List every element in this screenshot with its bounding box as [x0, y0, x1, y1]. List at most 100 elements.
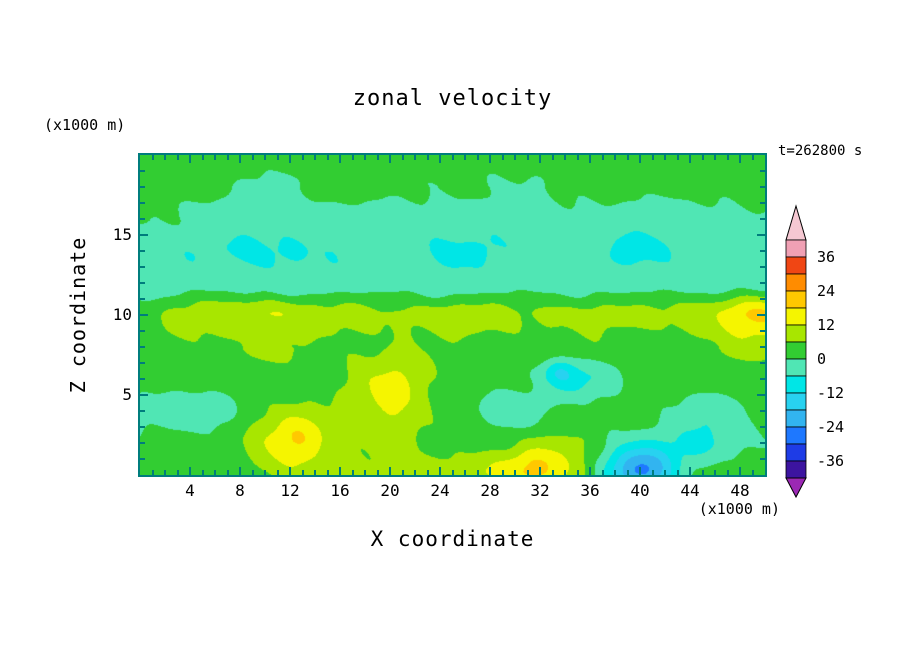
axis-tick [676, 470, 679, 475]
axis-tick [760, 410, 765, 412]
z-tick-label: 15 [112, 225, 132, 244]
axis-tick [364, 155, 366, 160]
axis-tick [651, 470, 654, 475]
axis-tick [239, 467, 241, 475]
axis-tick [526, 470, 529, 475]
axis-tick [314, 470, 316, 475]
axis-tick [614, 470, 616, 475]
colorbar-tick-label: 12 [817, 316, 836, 334]
axis-tick [760, 330, 765, 332]
axis-tick [140, 378, 145, 380]
axis-tick [151, 470, 154, 475]
axis-tick [714, 470, 716, 475]
axis-tick [239, 155, 241, 163]
axis-tick [301, 155, 304, 160]
axis-tick [760, 442, 765, 444]
axis-tick [501, 470, 504, 475]
axis-tick [140, 186, 145, 188]
axis-tick [326, 470, 329, 475]
axis-tick [760, 186, 765, 188]
axis-tick [760, 282, 765, 284]
axis-tick [389, 467, 391, 475]
axis-tick [726, 155, 729, 160]
axis-tick [140, 458, 145, 460]
x-tick-label: 24 [430, 481, 450, 500]
axis-tick [701, 155, 704, 160]
axis-tick [689, 155, 691, 163]
axis-tick [689, 467, 691, 475]
axis-tick [664, 470, 666, 475]
axis-tick [760, 202, 765, 204]
axis-tick [140, 282, 145, 284]
axis-tick [589, 155, 591, 163]
axis-tick [664, 155, 666, 160]
axis-tick [564, 155, 566, 160]
axis-tick [757, 314, 765, 316]
axis-tick [760, 298, 765, 300]
axis-tick [601, 155, 604, 160]
axis-tick [164, 155, 166, 160]
axis-tick [489, 467, 491, 475]
axis-tick [601, 470, 604, 475]
x-tick-label: 12 [280, 481, 300, 500]
x-tick-label: 16 [330, 481, 350, 500]
axis-tick [760, 170, 765, 172]
x-tick-label: 28 [480, 481, 500, 500]
axis-tick [214, 155, 216, 160]
axis-tick [264, 470, 266, 475]
axis-tick [140, 250, 145, 252]
axis-tick [739, 155, 741, 163]
x-tick-label: 48 [730, 481, 750, 500]
axis-tick [301, 470, 304, 475]
axis-tick [251, 470, 254, 475]
axis-tick [576, 155, 579, 160]
axis-tick [760, 346, 765, 348]
x-axis-unit-label: (x1000 m) [698, 500, 780, 518]
axis-tick [757, 394, 765, 396]
axis-tick [351, 155, 354, 160]
axis-tick [376, 470, 379, 475]
colorbar-tick-label: -12 [817, 384, 845, 402]
axis-tick [514, 470, 516, 475]
axis-tick [426, 470, 429, 475]
z-tick-label: 10 [112, 305, 132, 324]
colorbar-tick-label: -36 [817, 452, 845, 470]
axis-tick [351, 470, 354, 475]
axis-tick [614, 155, 616, 160]
axis-tick [264, 155, 266, 160]
x-tick-label: 8 [235, 481, 245, 500]
axis-tick [140, 170, 145, 172]
axis-tick [140, 298, 145, 300]
axis-tick [639, 467, 641, 475]
axis-tick [501, 155, 504, 160]
axis-tick [189, 155, 191, 163]
z-axis-unit-label: (x1000 m) [44, 116, 126, 134]
time-label: t=262800 s [778, 143, 863, 159]
axis-tick [251, 155, 254, 160]
axis-tick [276, 155, 279, 160]
axis-tick [539, 467, 541, 475]
axis-tick [451, 470, 454, 475]
axis-tick [276, 470, 279, 475]
axis-tick [176, 155, 179, 160]
x-tick-label: 32 [530, 481, 550, 500]
axis-tick [339, 155, 341, 163]
axis-tick [439, 467, 441, 475]
x-tick-label: 40 [630, 481, 650, 500]
axis-tick [414, 470, 416, 475]
axis-tick [389, 155, 391, 163]
axis-tick [551, 470, 554, 475]
axis-tick [639, 155, 641, 163]
colorbar-tick-label: -24 [817, 418, 845, 436]
axis-tick [140, 362, 145, 364]
axis-tick [526, 155, 529, 160]
axis-tick [140, 234, 148, 236]
axis-tick [476, 155, 479, 160]
axis-tick [140, 218, 145, 220]
axis-tick [140, 394, 148, 396]
axis-tick [676, 155, 679, 160]
x-tick-label: 44 [680, 481, 700, 500]
chart-title: zonal velocity [352, 86, 553, 111]
axis-tick [464, 155, 466, 160]
x-axis-title: X coordinate [370, 527, 535, 551]
